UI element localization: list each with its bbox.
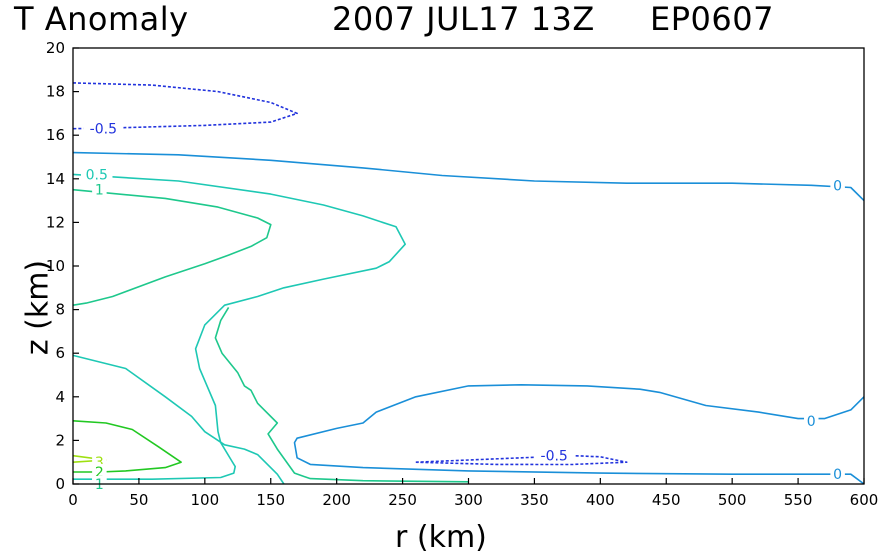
x-tick-label-8: 400	[586, 491, 615, 509]
chart-title-variable: T Anomaly	[14, 0, 189, 38]
y-tick-label-8: 16	[46, 126, 65, 144]
x-tick-label-6: 300	[454, 491, 483, 509]
x-tick-label-2: 100	[191, 491, 220, 509]
y-tick-label-2: 4	[55, 388, 65, 406]
x-tick-label-4: 200	[322, 491, 351, 509]
contour-line-6	[72, 188, 272, 306]
contour-line-1	[415, 454, 628, 466]
x-tick-label-3: 150	[256, 491, 285, 509]
contour-label-7: 3	[95, 455, 104, 471]
contour-label-8: 2	[95, 465, 104, 481]
contour-label-1: -0.5	[541, 449, 568, 465]
x-tick-label-1: 50	[129, 491, 148, 509]
contour-line-0	[72, 82, 298, 130]
contour-label-6: 1	[95, 183, 104, 199]
contour-label-bg-6	[92, 181, 107, 198]
contour-label-bg-2	[830, 177, 845, 194]
contour-label-3: 0	[807, 414, 816, 430]
y-tick-label-10: 20	[46, 39, 65, 57]
x-tick-label-7: 350	[520, 491, 549, 509]
contour-line-2	[72, 151, 865, 202]
contour-label-bg-4	[830, 466, 845, 483]
x-tick-label-9: 450	[652, 491, 681, 509]
y-tick-label-5: 10	[46, 257, 65, 275]
contour-label-0: -0.5	[90, 122, 117, 138]
plot-frame	[72, 47, 865, 485]
x-tick-label-11: 550	[784, 491, 813, 509]
y-tick-label-0: 0	[55, 475, 65, 493]
contour-line-3	[293, 384, 865, 485]
y-tick-label-7: 14	[46, 170, 65, 188]
contour-label-2: 0	[833, 178, 842, 194]
contour-label-bg-3	[804, 412, 819, 429]
y-tick-label-3: 6	[55, 344, 65, 362]
x-tick-label-0: 0	[68, 491, 78, 509]
x-tick-label-10: 500	[718, 491, 747, 509]
contour-line-5	[72, 354, 285, 485]
x-tick-label-5: 250	[388, 491, 417, 509]
y-tick-label-6: 12	[46, 213, 65, 231]
contour-line-4	[72, 173, 406, 480]
y-tick-label-9: 18	[46, 83, 65, 101]
y-tick-label-4: 8	[55, 301, 65, 319]
contour-label-bg-5	[80, 166, 113, 183]
contour-label-bg-1	[534, 447, 575, 464]
x-tick-label-12: 600	[850, 491, 879, 509]
contour-label-9: 1	[95, 477, 104, 493]
chart-title-time: 2007 JUL17 13Z	[332, 0, 595, 38]
contour-label-bg-0	[83, 120, 124, 137]
x-axis-label: r (km)	[395, 520, 487, 555]
y-axis-label: z (km)	[20, 259, 56, 356]
contour-line-7	[214, 306, 469, 483]
chart-title-storm: EP0607	[650, 0, 774, 38]
contour-label-4: 0	[833, 467, 842, 483]
contour-line-8	[72, 420, 182, 473]
contour-label-5: 0.5	[86, 167, 108, 183]
y-tick-label-1: 2	[55, 431, 65, 449]
